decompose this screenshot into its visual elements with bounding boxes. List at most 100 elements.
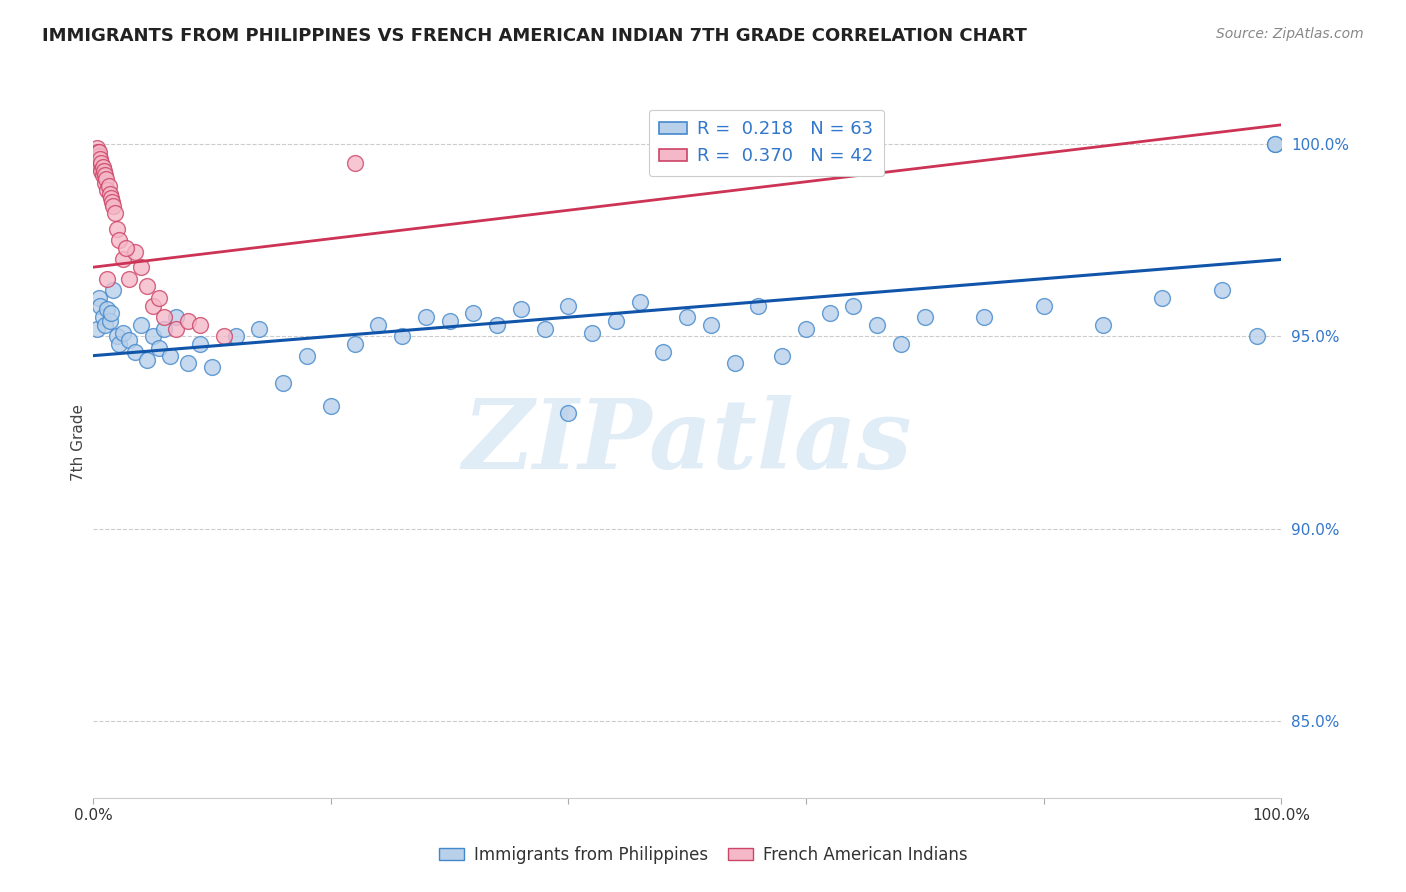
Point <box>89 291 111 305</box>
Point <box>108 337 131 351</box>
Point <box>225 329 247 343</box>
Point <box>415 310 437 325</box>
Point <box>89 148 111 162</box>
Point <box>89 299 111 313</box>
Point <box>652 344 675 359</box>
Point <box>103 199 125 213</box>
Point <box>87 153 110 167</box>
Point <box>770 349 793 363</box>
Point <box>105 329 128 343</box>
Point <box>153 322 176 336</box>
Point <box>533 322 555 336</box>
Point <box>1211 283 1233 297</box>
Point <box>89 160 111 174</box>
Point <box>439 314 461 328</box>
Point <box>90 156 112 170</box>
Text: IMMIGRANTS FROM PHILIPPINES VS FRENCH AMERICAN INDIAN 7TH GRADE CORRELATION CHAR: IMMIGRANTS FROM PHILIPPINES VS FRENCH AM… <box>42 27 1026 45</box>
Point <box>165 322 187 336</box>
Legend: R =  0.218   N = 63, R =  0.370   N = 42: R = 0.218 N = 63, R = 0.370 N = 42 <box>648 110 884 177</box>
Point <box>1152 291 1174 305</box>
Point <box>118 271 141 285</box>
Point <box>724 356 747 370</box>
Point <box>890 337 912 351</box>
Text: ZIPatlas: ZIPatlas <box>463 395 912 489</box>
Point <box>628 294 651 309</box>
Point <box>188 318 211 332</box>
Point <box>111 326 134 340</box>
Point <box>866 318 889 332</box>
Point <box>100 191 122 205</box>
Point <box>818 306 841 320</box>
Point <box>91 160 114 174</box>
Point <box>98 187 121 202</box>
Point <box>124 344 146 359</box>
Point <box>367 318 389 332</box>
Point <box>94 176 117 190</box>
Point <box>676 310 699 325</box>
Point <box>165 310 187 325</box>
Point <box>90 164 112 178</box>
Point <box>463 306 485 320</box>
Y-axis label: 7th Grade: 7th Grade <box>72 404 86 481</box>
Point <box>391 329 413 343</box>
Point <box>103 283 125 297</box>
Point <box>86 141 108 155</box>
Point <box>118 333 141 347</box>
Point <box>271 376 294 390</box>
Point <box>557 406 579 420</box>
Point <box>177 314 200 328</box>
Point <box>249 322 271 336</box>
Point <box>201 360 224 375</box>
Point <box>98 314 121 328</box>
Point <box>177 356 200 370</box>
Point <box>212 329 235 343</box>
Point <box>101 194 124 209</box>
Point <box>295 349 318 363</box>
Point <box>129 260 152 275</box>
Point <box>343 337 366 351</box>
Point <box>159 349 181 363</box>
Legend: Immigrants from Philippines, French American Indians: Immigrants from Philippines, French Amer… <box>432 839 974 871</box>
Point <box>700 318 723 332</box>
Point <box>84 145 107 159</box>
Point <box>605 314 627 328</box>
Point <box>129 318 152 332</box>
Point <box>115 241 138 255</box>
Point <box>108 233 131 247</box>
Point <box>100 306 122 320</box>
Point <box>96 171 118 186</box>
Point <box>1264 137 1286 152</box>
Point <box>842 299 865 313</box>
Point <box>91 310 114 325</box>
Point <box>343 156 366 170</box>
Point <box>91 168 114 182</box>
Point <box>148 341 170 355</box>
Point <box>87 145 110 159</box>
Point <box>94 168 117 182</box>
Point <box>557 299 579 313</box>
Point <box>794 322 817 336</box>
Point <box>89 145 111 159</box>
Point <box>89 153 111 167</box>
Point <box>1091 318 1114 332</box>
Point <box>89 156 111 170</box>
Point <box>581 326 603 340</box>
Point <box>103 206 125 220</box>
Point <box>973 310 995 325</box>
Point <box>914 310 936 325</box>
Point <box>111 252 134 267</box>
Point <box>153 310 176 325</box>
Point <box>1032 299 1054 313</box>
Point <box>93 164 115 178</box>
Point <box>96 302 118 317</box>
Point <box>97 179 120 194</box>
Point <box>319 399 342 413</box>
Text: Source: ZipAtlas.com: Source: ZipAtlas.com <box>1216 27 1364 41</box>
Point <box>94 318 117 332</box>
Point <box>135 279 157 293</box>
Point <box>96 183 118 197</box>
Point <box>148 291 170 305</box>
Point <box>142 299 165 313</box>
Point <box>142 329 165 343</box>
Point <box>1264 137 1286 152</box>
